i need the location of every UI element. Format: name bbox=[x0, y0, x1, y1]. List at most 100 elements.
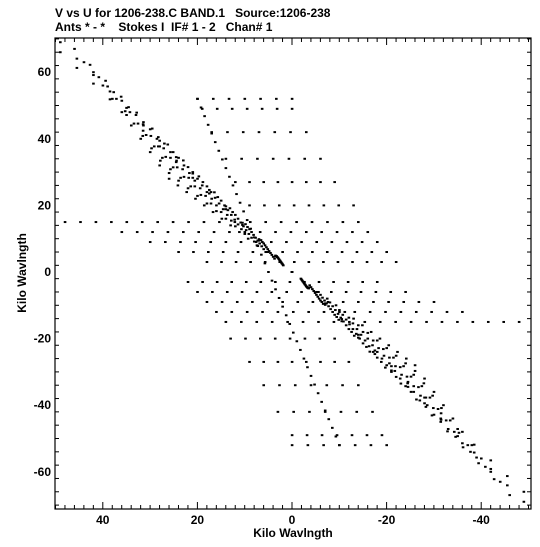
uv-point bbox=[492, 478, 496, 481]
uv-point bbox=[139, 137, 143, 140]
chart-title: V vs U for 1206-238.C BAND.1 Source:1206… bbox=[55, 6, 331, 20]
uv-point bbox=[276, 310, 280, 313]
uv-point bbox=[353, 310, 357, 313]
uv-point bbox=[331, 305, 334, 308]
uv-point bbox=[284, 314, 288, 317]
uv-point bbox=[175, 159, 178, 162]
uv-point bbox=[215, 280, 219, 283]
uv-point bbox=[176, 184, 180, 187]
uv-point bbox=[287, 157, 291, 160]
uv-point bbox=[251, 300, 254, 303]
uv-point bbox=[264, 251, 268, 254]
uv-point bbox=[387, 344, 391, 347]
uv-point bbox=[290, 107, 294, 110]
uv-point bbox=[461, 442, 464, 445]
uv-point bbox=[251, 251, 255, 254]
uv-point bbox=[347, 316, 351, 319]
uv-point bbox=[212, 231, 216, 234]
uv-point bbox=[208, 188, 211, 191]
uv-point bbox=[174, 156, 178, 159]
uv-point bbox=[366, 231, 370, 234]
uv-point bbox=[218, 221, 221, 224]
uv-point bbox=[246, 226, 249, 229]
uv-point bbox=[448, 419, 452, 422]
x-tick-label: -20 bbox=[378, 513, 396, 527]
uv-point bbox=[371, 410, 374, 413]
uv-point bbox=[264, 221, 268, 224]
uv-point bbox=[108, 98, 112, 101]
uv-point bbox=[181, 168, 184, 171]
uv-point bbox=[263, 204, 266, 207]
uv-point bbox=[422, 382, 426, 385]
y-tick-label: -20 bbox=[34, 332, 52, 346]
uv-point bbox=[224, 167, 228, 170]
uv-point bbox=[385, 364, 388, 367]
uv-point bbox=[445, 310, 449, 313]
uv-point bbox=[300, 290, 303, 293]
uv-point bbox=[281, 251, 284, 254]
uv-point bbox=[336, 261, 340, 264]
data-points bbox=[59, 41, 526, 503]
uv-point bbox=[502, 320, 506, 323]
uv-point bbox=[335, 315, 338, 318]
uv-point bbox=[307, 204, 311, 207]
uv-point bbox=[207, 251, 210, 254]
uv-point bbox=[231, 184, 235, 187]
uv-point bbox=[194, 197, 197, 200]
uv-point bbox=[367, 345, 371, 348]
uv-point bbox=[257, 131, 261, 134]
uv-point bbox=[413, 369, 417, 372]
uv-point bbox=[461, 446, 465, 449]
uv-point bbox=[136, 122, 140, 125]
uv-point bbox=[299, 277, 303, 280]
uv-point bbox=[361, 324, 364, 327]
uv-point bbox=[144, 133, 148, 136]
uv-point bbox=[378, 320, 382, 323]
uv-point bbox=[263, 261, 267, 264]
uv-point bbox=[238, 231, 241, 234]
uv-point bbox=[229, 219, 233, 222]
uv-point bbox=[211, 211, 215, 214]
uv-point bbox=[291, 310, 295, 313]
uv-point bbox=[200, 184, 204, 187]
uv-point bbox=[345, 241, 349, 244]
uv-point bbox=[205, 202, 209, 205]
uv-point bbox=[380, 261, 383, 264]
uv-point bbox=[461, 430, 464, 433]
uv-point bbox=[238, 201, 242, 204]
uv-point bbox=[338, 444, 341, 447]
uv-point bbox=[317, 320, 320, 323]
uv-point bbox=[201, 181, 205, 184]
uv-point bbox=[319, 181, 322, 184]
uv-point bbox=[319, 360, 322, 363]
uv-point bbox=[125, 106, 128, 109]
uv-point bbox=[262, 360, 266, 363]
uv-point bbox=[259, 337, 262, 340]
uv-point bbox=[224, 217, 228, 220]
uv-point bbox=[128, 111, 132, 114]
uv-point bbox=[359, 333, 363, 336]
uv-point bbox=[177, 179, 180, 182]
uv-point bbox=[472, 443, 476, 446]
uv-point bbox=[199, 106, 203, 109]
uv-point bbox=[224, 205, 228, 208]
uv-point bbox=[169, 151, 172, 154]
y-tick-label: 0 bbox=[44, 265, 51, 279]
uv-point bbox=[240, 157, 243, 160]
uv-point bbox=[457, 431, 461, 434]
uv-point bbox=[446, 430, 449, 433]
uv-point bbox=[304, 181, 308, 184]
uv-point bbox=[119, 95, 123, 98]
uv-point bbox=[274, 231, 277, 234]
uv-point bbox=[382, 348, 385, 351]
uv-point bbox=[158, 145, 161, 148]
uv-point bbox=[217, 149, 221, 152]
uv-point bbox=[169, 168, 172, 171]
uv-point bbox=[394, 261, 398, 264]
uv-point bbox=[319, 293, 322, 296]
uv-point bbox=[111, 97, 114, 100]
uv-point bbox=[325, 302, 328, 305]
uv-point bbox=[182, 175, 186, 178]
uv-point bbox=[522, 500, 526, 503]
uv-point bbox=[141, 134, 145, 137]
